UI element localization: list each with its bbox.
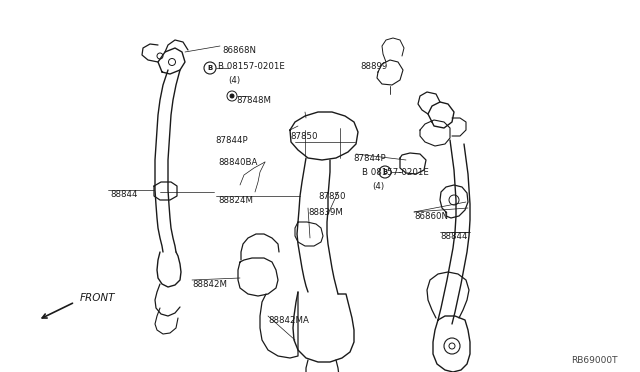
Text: 87844P: 87844P xyxy=(215,136,248,145)
Text: 88824M: 88824M xyxy=(218,196,253,205)
Text: B 08157-0201E: B 08157-0201E xyxy=(218,62,285,71)
Text: 88899: 88899 xyxy=(360,62,387,71)
Text: 86868N: 86868N xyxy=(222,46,256,55)
Text: 88844: 88844 xyxy=(110,190,138,199)
Text: (4): (4) xyxy=(228,76,240,85)
Text: 88842MA: 88842MA xyxy=(268,316,309,325)
Text: 88842M: 88842M xyxy=(192,280,227,289)
Text: 87850: 87850 xyxy=(290,132,317,141)
Circle shape xyxy=(230,94,234,98)
Text: RB69000T: RB69000T xyxy=(572,356,618,365)
Text: B 08157-0201E: B 08157-0201E xyxy=(362,168,429,177)
Text: 86860N: 86860N xyxy=(414,212,448,221)
Text: 88839M: 88839M xyxy=(308,208,343,217)
Text: 87844P: 87844P xyxy=(353,154,386,163)
Text: B: B xyxy=(382,169,388,175)
Text: 88840BA: 88840BA xyxy=(218,158,257,167)
Text: 87850: 87850 xyxy=(318,192,346,201)
Text: (4): (4) xyxy=(372,182,384,191)
Text: B: B xyxy=(207,65,212,71)
Text: 88844: 88844 xyxy=(440,232,467,241)
Text: 87848M: 87848M xyxy=(236,96,271,105)
Text: FRONT: FRONT xyxy=(80,293,115,303)
